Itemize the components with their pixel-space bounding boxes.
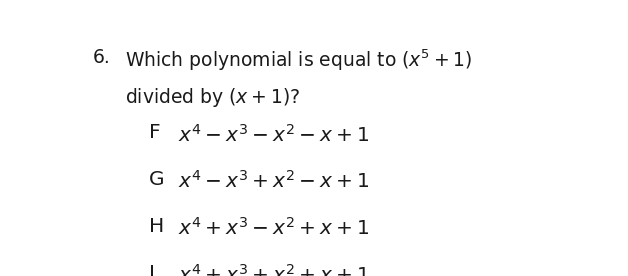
Text: $x^4 + x^3 - x^2 + x + 1$: $x^4 + x^3 - x^2 + x + 1$ — [178, 217, 369, 239]
Text: 6.: 6. — [93, 48, 111, 67]
Text: Which polynomial is equal to $(x^5 + 1)$: Which polynomial is equal to $(x^5 + 1)$ — [125, 48, 472, 73]
Text: $x^4 - x^3 + x^2 - x + 1$: $x^4 - x^3 + x^2 - x + 1$ — [178, 170, 369, 192]
Text: divided by $(x + 1)$?: divided by $(x + 1)$? — [125, 86, 300, 109]
Text: $x^4 - x^3 - x^2 - x + 1$: $x^4 - x^3 - x^2 - x + 1$ — [178, 123, 369, 145]
Text: G: G — [149, 170, 165, 189]
Text: F: F — [149, 123, 161, 142]
Text: H: H — [149, 217, 165, 236]
Text: $x^4 + x^3 + x^2 + x + 1$: $x^4 + x^3 + x^2 + x + 1$ — [178, 264, 369, 276]
Text: J: J — [149, 264, 155, 276]
